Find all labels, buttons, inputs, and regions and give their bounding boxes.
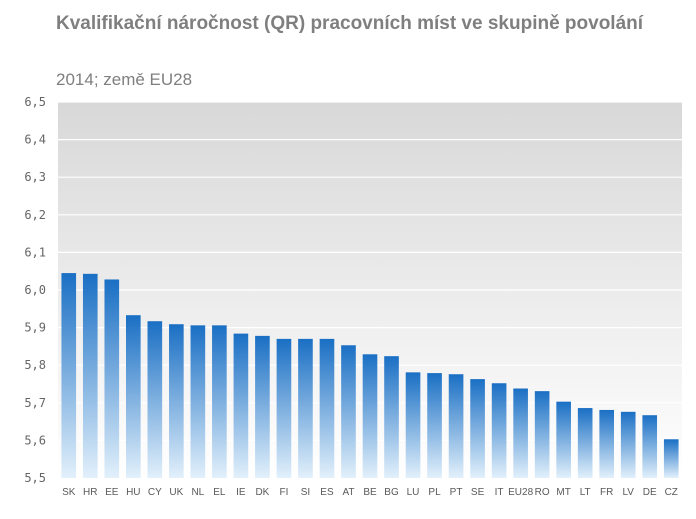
x-tick-label: ES [320, 487, 334, 498]
x-tick-label: AT [342, 487, 354, 498]
x-tick-label: FI [279, 487, 288, 498]
bar-lt [577, 408, 593, 478]
bar-de [642, 415, 658, 478]
x-tick-label: HR [83, 487, 97, 498]
y-tick-label: 5,9 [24, 321, 46, 335]
x-tick-label: LV [622, 487, 634, 498]
bar-nl [190, 325, 206, 478]
x-tick-label: SK [62, 487, 76, 498]
x-tick-label: NL [191, 487, 204, 498]
x-tick-label: EU28 [508, 487, 533, 498]
bar-pl [427, 373, 442, 478]
y-tick-label: 5,6 [24, 433, 46, 447]
bar-dk [255, 335, 270, 478]
x-tick-label: PL [428, 487, 441, 498]
y-tick-label: 5,8 [24, 358, 46, 372]
y-axis-ticks: 6,5 6,4 6,3 6,2 6,1 6,0 5,9 5,8 5,7 5,6 5,5 [24, 95, 46, 485]
bar-at [341, 345, 356, 478]
bar-bg [384, 356, 399, 478]
y-tick-label: 5,7 [24, 396, 46, 410]
x-tick-label: LU [407, 487, 420, 498]
x-tick-label: IT [495, 487, 504, 498]
x-axis-ticks: SK HR EE HU CY UK NL EL IE DK FI SI ES AT BE BG LU PL PT SE… [62, 487, 678, 498]
bars [61, 273, 679, 478]
bar-el [212, 325, 227, 478]
x-tick-label: MT [556, 487, 570, 498]
bar-lv [620, 411, 636, 478]
chart-title: Kvalifikační náročnost (QR) pracovních m… [56, 13, 644, 34]
x-tick-label: EE [105, 487, 119, 498]
bar-hu [125, 315, 141, 478]
bar-se [470, 379, 485, 478]
x-tick-label: SE [471, 487, 485, 498]
x-tick-label: PT [450, 487, 463, 498]
y-tick-label: 6,4 [24, 133, 46, 147]
y-tick-label: 5,5 [24, 471, 46, 485]
bar-ie [233, 333, 249, 478]
x-tick-label: HU [126, 487, 140, 498]
x-tick-label: CZ [665, 487, 678, 498]
y-tick-label: 6,1 [24, 245, 46, 259]
bar-cz [663, 439, 679, 478]
bar-it [491, 383, 507, 478]
x-tick-label: BE [363, 487, 377, 498]
bar-pt [448, 374, 464, 478]
bar-es [319, 338, 335, 478]
x-tick-label: FR [600, 487, 613, 498]
x-tick-label: DE [643, 487, 657, 498]
bar-fr [599, 409, 615, 478]
bar-ee [104, 279, 120, 478]
y-tick-label: 6,0 [24, 283, 46, 297]
bar-be [362, 354, 378, 478]
bar-hr [82, 273, 98, 478]
x-tick-label: LT [580, 487, 591, 498]
x-tick-label: IE [236, 487, 246, 498]
x-tick-label: UK [169, 487, 183, 498]
bar-mt [556, 401, 571, 478]
x-tick-label: SI [301, 487, 310, 498]
x-tick-label: RO [535, 487, 550, 498]
bar-ro [534, 391, 550, 478]
y-tick-label: 6,2 [24, 208, 46, 222]
bar-lu [405, 372, 421, 478]
bar-fi [276, 338, 292, 478]
y-tick-label: 6,3 [24, 170, 46, 184]
bar-cy [147, 321, 163, 478]
x-tick-label: DK [255, 487, 269, 498]
x-tick-label: CY [148, 487, 162, 498]
bar-eu28 [513, 388, 528, 478]
x-tick-label: BG [384, 487, 399, 498]
chart-subtitle: 2014; země EU28 [56, 70, 193, 89]
bar-si [298, 338, 313, 478]
bar-sk [61, 273, 77, 478]
y-tick-label: 6,5 [24, 95, 46, 109]
bar-uk [169, 324, 184, 478]
x-tick-label: EL [213, 487, 226, 498]
